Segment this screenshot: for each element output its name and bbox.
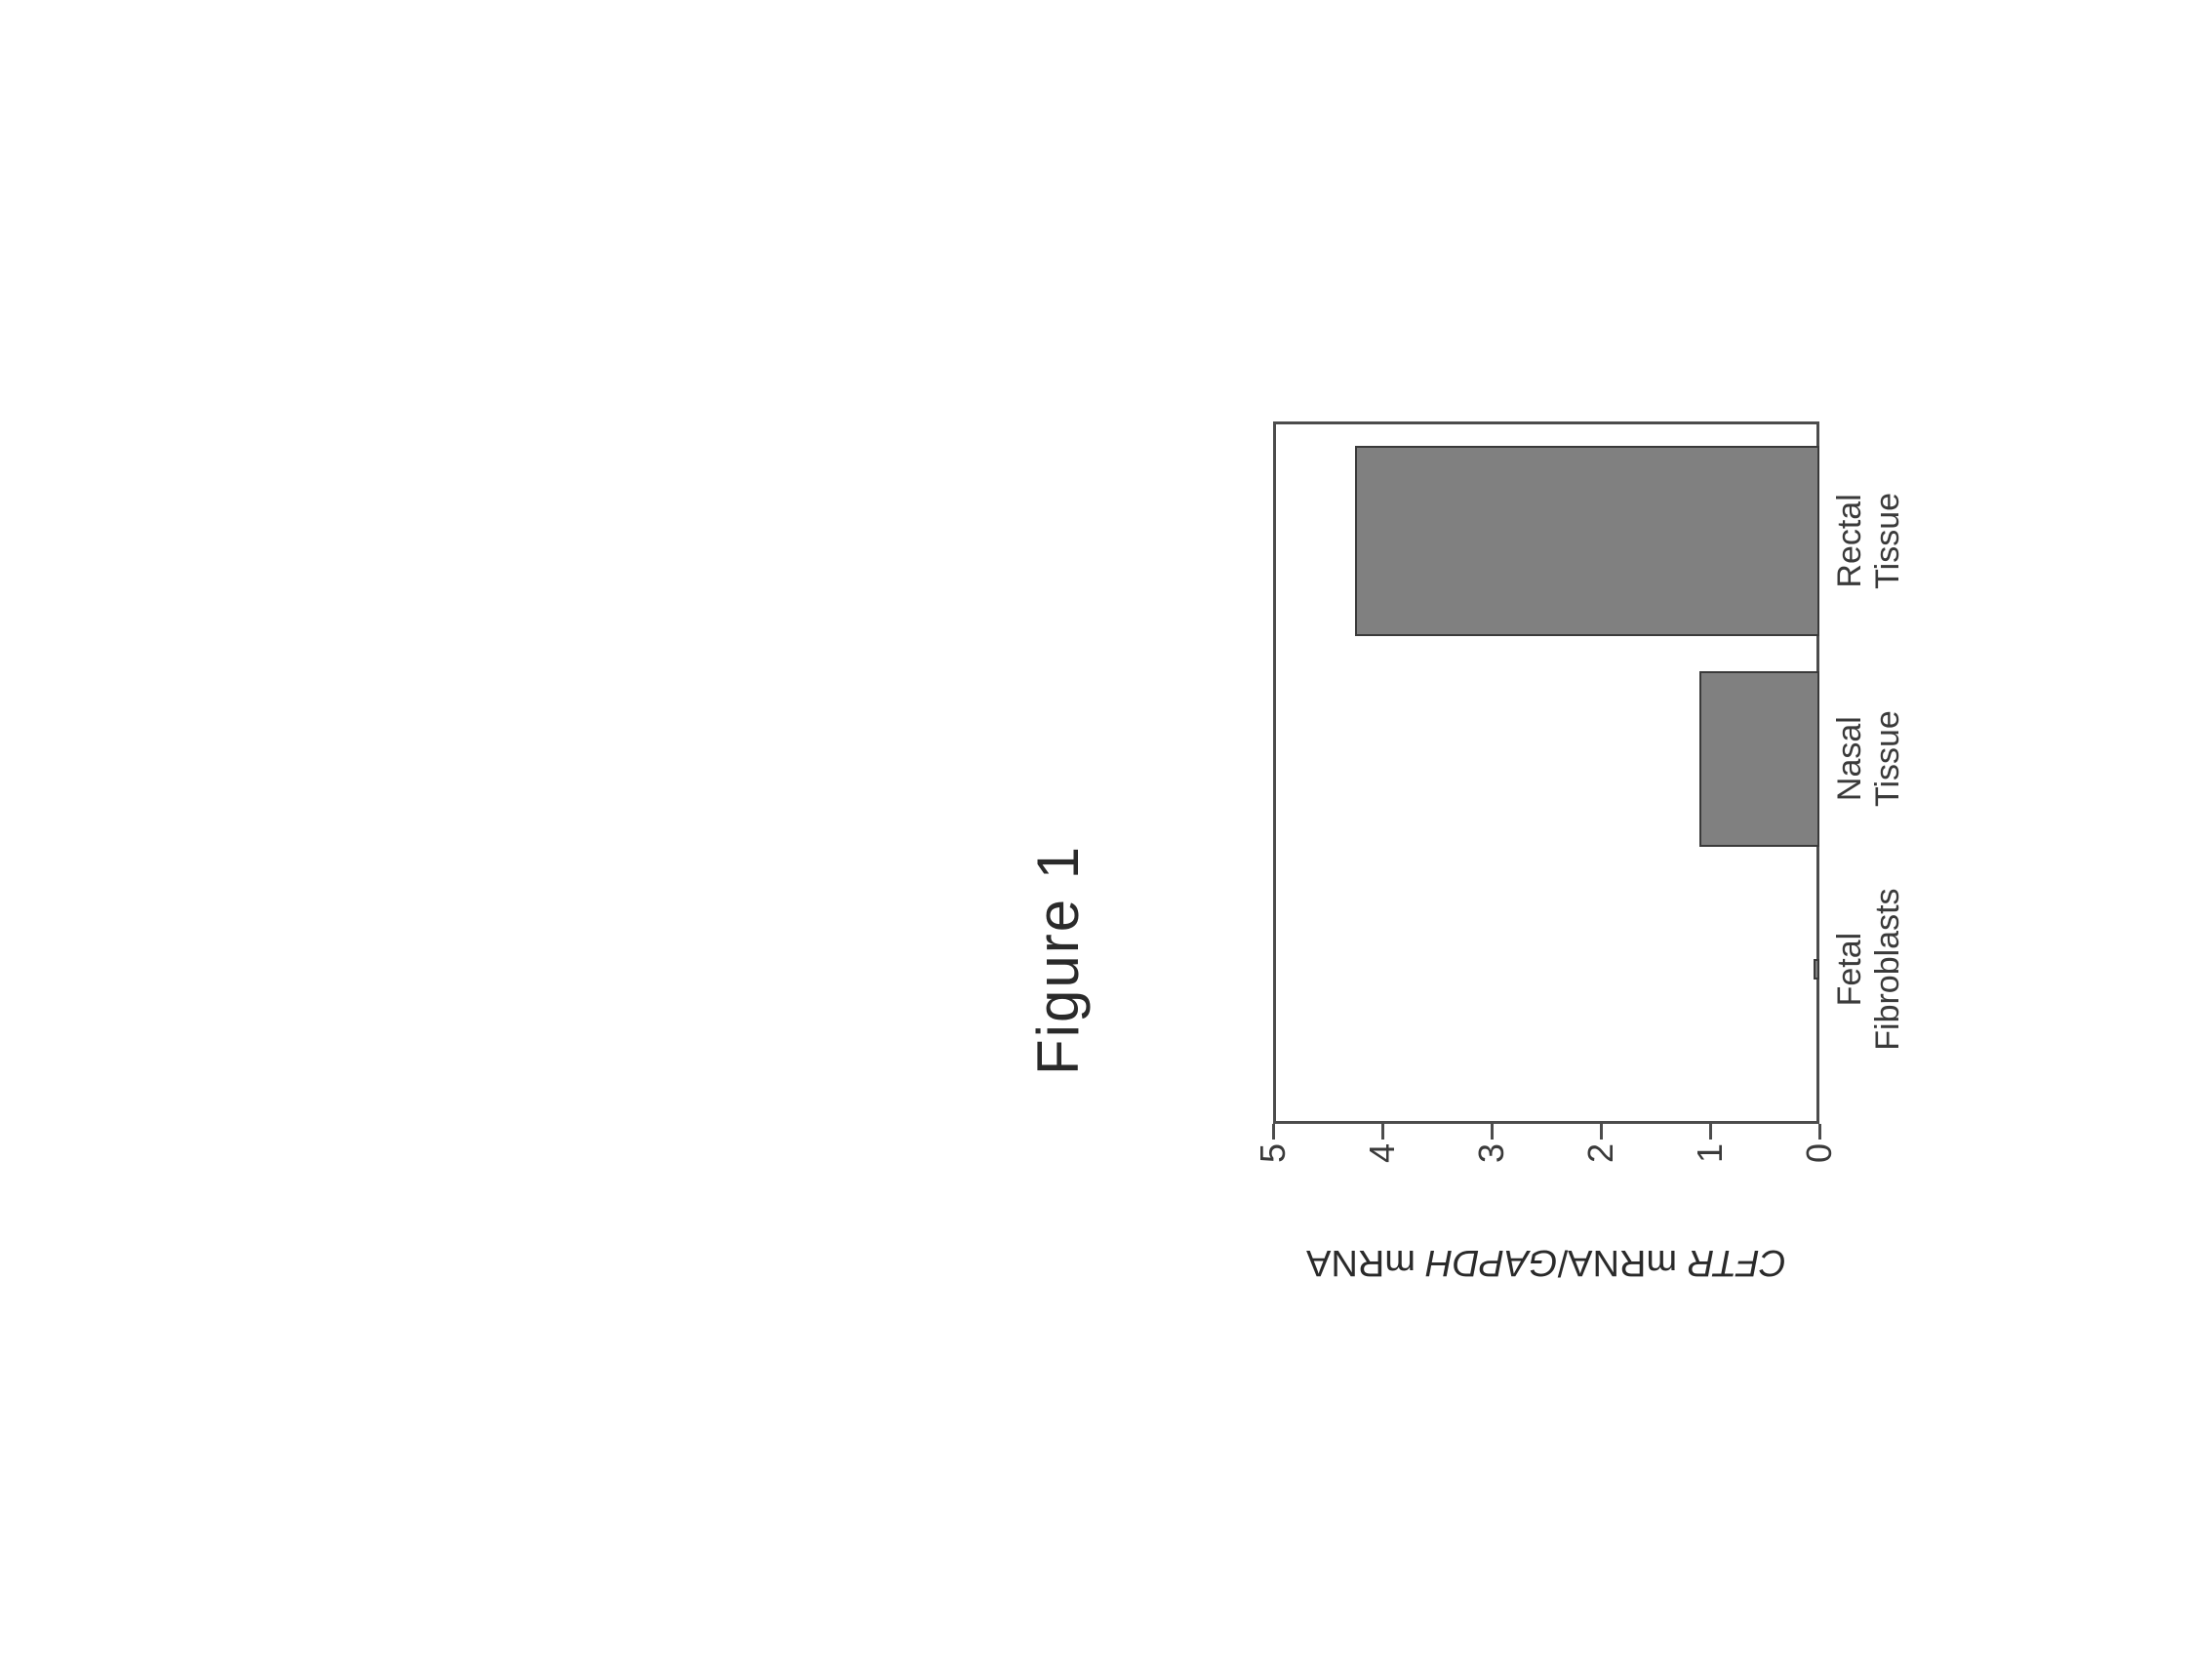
ytick-mark <box>1818 1124 1821 1140</box>
category-label: Nasal Tissue <box>1831 710 1907 807</box>
ytick-label: 2 <box>1580 1143 1621 1182</box>
ytick-label: 0 <box>1799 1143 1840 1182</box>
ytick-label: 3 <box>1471 1143 1512 1182</box>
bar <box>1699 671 1819 847</box>
figure-title: Figure 1 <box>1024 845 1092 1075</box>
ytick-label: 1 <box>1690 1143 1731 1182</box>
bar <box>1355 446 1819 635</box>
bar <box>1814 959 1819 980</box>
rotated-canvas: Figure 1 CFTR mRNA/GAPDH mRNA 012345Feta… <box>0 0 2194 1680</box>
bar-chart: CFTR mRNA/GAPDH mRNA 012345Fetal Fibrobl… <box>1273 421 1819 1124</box>
ytick-label: 5 <box>1253 1143 1294 1182</box>
ytick-mark <box>1709 1124 1712 1140</box>
category-label: Fetal Fibroblasts <box>1831 888 1907 1050</box>
ytick-mark <box>1600 1124 1603 1140</box>
ytick-mark <box>1491 1124 1494 1140</box>
ytick-mark <box>1272 1124 1275 1140</box>
y-axis-title: CFTR mRNA/GAPDH mRNA <box>1273 1241 1819 1283</box>
ytick-label: 4 <box>1362 1143 1403 1182</box>
page-root: Figure 1 CFTR mRNA/GAPDH mRNA 012345Feta… <box>0 0 2194 1680</box>
category-label: Rectal Tissue <box>1831 493 1907 589</box>
ytick-mark <box>1381 1124 1384 1140</box>
